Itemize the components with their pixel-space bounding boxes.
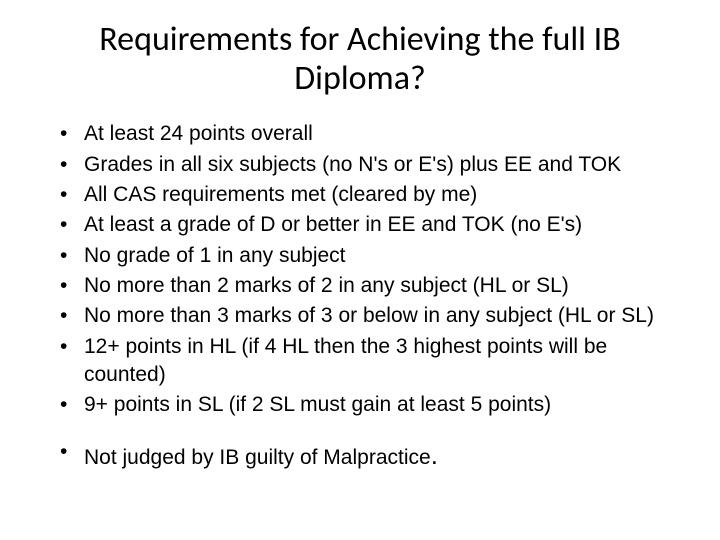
list-item: No more than 2 marks of 2 in any subject… [60, 272, 680, 300]
list-item: No more than 3 marks of 3 or below in an… [60, 302, 680, 330]
list-item: 12+ points in HL (if 4 HL then the 3 hig… [60, 333, 680, 390]
slide-title: Requirements for Achieving the full IB D… [40, 20, 680, 98]
list-item: 9+ points in SL (if 2 SL must gain at le… [60, 391, 680, 419]
list-item-final: Not judged by IB guilty of Malpractice. [60, 438, 680, 473]
list-item: At least 24 points overall [60, 120, 680, 148]
slide-container: Requirements for Achieving the full IB D… [0, 0, 720, 540]
final-text: Not judged by IB guilty of Malpractice [84, 446, 431, 469]
bullet-list-main: At least 24 points overall Grades in all… [40, 120, 680, 419]
bullet-list-final: Not judged by IB guilty of Malpractice. [40, 438, 680, 473]
list-item: All CAS requirements met (cleared by me) [60, 181, 680, 209]
list-item: No grade of 1 in any subject [60, 242, 680, 270]
list-item: Grades in all six subjects (no N's or E'… [60, 151, 680, 179]
list-item: At least a grade of D or better in EE an… [60, 211, 680, 239]
final-period: . [431, 440, 438, 470]
